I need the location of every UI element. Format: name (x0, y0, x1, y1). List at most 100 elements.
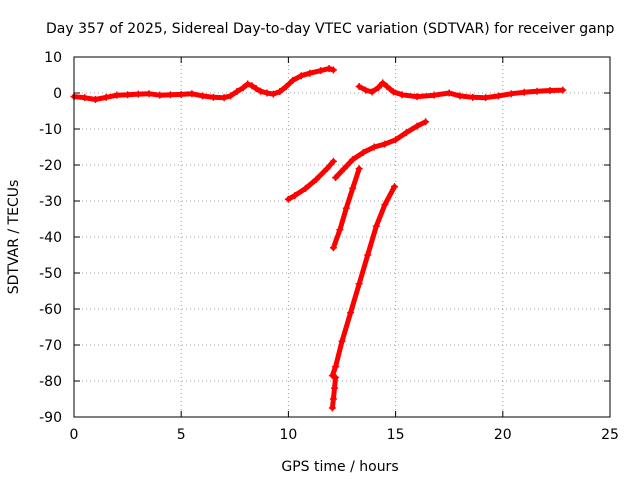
data-point-marker (372, 222, 380, 230)
data-point-marker (336, 226, 344, 234)
data-point-marker (349, 156, 357, 164)
data-point-marker (289, 76, 297, 84)
y-tick-label: -40 (39, 230, 62, 246)
data-point-marker (282, 83, 290, 91)
series-trace (329, 374, 339, 411)
data-point-marker (329, 66, 337, 74)
y-tick-label: -10 (39, 122, 62, 138)
y-tick-label: 0 (53, 86, 62, 102)
x-axis-label: GPS time / hours (281, 459, 398, 475)
data-point-marker (338, 337, 346, 345)
data-point-marker (370, 143, 378, 151)
y-tick-label: -60 (39, 302, 62, 318)
x-tick-label: 15 (387, 427, 405, 443)
data-point-marker (379, 79, 387, 87)
data-point-marker (257, 87, 265, 95)
data-point-marker (368, 88, 376, 96)
x-tick-label: 0 (70, 427, 79, 443)
y-tick-label: -70 (39, 338, 62, 354)
data-point-marker (239, 84, 247, 92)
data-point-marker (374, 84, 382, 92)
data-point-marker (340, 165, 348, 173)
data-point-marker (220, 94, 228, 102)
x-tick-label: 10 (279, 427, 297, 443)
data-point-marker (533, 87, 541, 95)
series-trace (71, 66, 336, 102)
data-point-marker (248, 82, 256, 90)
y-tick-label: -80 (39, 374, 62, 390)
grid-layer (74, 57, 610, 417)
data-point-marker (284, 195, 292, 203)
series-sdtvar-drop-segment-2 (332, 118, 430, 182)
data-point-marker (227, 92, 235, 100)
data-point-marker (124, 91, 132, 99)
data-point-marker (332, 373, 340, 381)
data-point-marker (332, 174, 340, 182)
data-point-marker (252, 85, 260, 93)
data-point-marker (306, 69, 314, 77)
data-point-marker (383, 83, 391, 91)
series-sdtvar-drop-segment-4 (328, 183, 399, 380)
data-point-marker (177, 90, 185, 98)
tick-labels-layer: 0 5 10 15 20 25 10 0 -10 -20 -30 -40 -50 -60 -70 -80 -90 (39, 50, 619, 443)
data-point-marker (233, 88, 241, 96)
data-point-marker (145, 90, 153, 98)
data-point-marker (392, 136, 400, 144)
data-point-marker (91, 95, 99, 103)
data-point-marker (422, 118, 430, 126)
data-point-marker (291, 192, 299, 200)
data-point-marker (469, 93, 477, 101)
data-point-marker (402, 129, 410, 137)
data-point-marker (302, 184, 310, 192)
data-point-marker (156, 91, 164, 99)
series-sdtvar-drop-tail (328, 373, 340, 412)
data-point-marker (347, 309, 355, 317)
data-point-marker (445, 89, 453, 97)
data-point-marker (297, 72, 305, 80)
series-sdtvar-baseline-b (355, 79, 567, 102)
data-point-marker (188, 90, 196, 98)
data-point-marker (398, 91, 406, 99)
data-point-marker (328, 404, 336, 412)
data-point-marker (317, 67, 325, 75)
data-point-marker (391, 183, 399, 191)
y-axis-label: SDTVAR / TECUs (6, 180, 22, 295)
data-point-marker (381, 201, 389, 209)
data-point-marker (355, 280, 363, 288)
data-point-marker (330, 384, 338, 392)
data-point-marker (263, 89, 271, 97)
data-point-marker (276, 88, 284, 96)
data-point-marker (381, 140, 389, 148)
data-point-marker (312, 175, 320, 183)
y-tick-label: -90 (39, 410, 62, 426)
data-point-marker (329, 395, 337, 403)
data-point-marker (113, 91, 121, 99)
ticks-layer (73, 56, 611, 418)
data-point-marker (329, 244, 337, 252)
chart-title: Day 357 of 2025, Sidereal Day-to-day VTE… (46, 21, 615, 37)
x-tick-label: 25 (601, 427, 619, 443)
data-point-marker (325, 65, 333, 73)
data-point-marker (430, 91, 438, 99)
data-point-marker (413, 122, 421, 130)
data-point-marker (323, 165, 331, 173)
y-tick-label: -20 (39, 158, 62, 174)
data-point-marker (559, 86, 567, 94)
data-point-marker (199, 92, 207, 100)
series-sdtvar-baseline-a (70, 65, 337, 103)
series-trace (333, 119, 429, 181)
data-point-marker (244, 80, 252, 88)
data-point-marker (495, 92, 503, 100)
series-layer (70, 65, 567, 412)
data-point-marker (329, 157, 337, 165)
data-point-marker (546, 86, 554, 94)
data-point-marker (355, 83, 363, 91)
series-sdtvar-drop-segment-1 (284, 157, 337, 203)
data-point-marker (269, 90, 277, 98)
data-point-marker (359, 148, 367, 156)
y-tick-label: 10 (44, 50, 62, 66)
series-sdtvar-drop-segment-3 (329, 165, 363, 252)
data-point-marker (134, 90, 142, 98)
y-tick-label: -50 (39, 266, 62, 282)
